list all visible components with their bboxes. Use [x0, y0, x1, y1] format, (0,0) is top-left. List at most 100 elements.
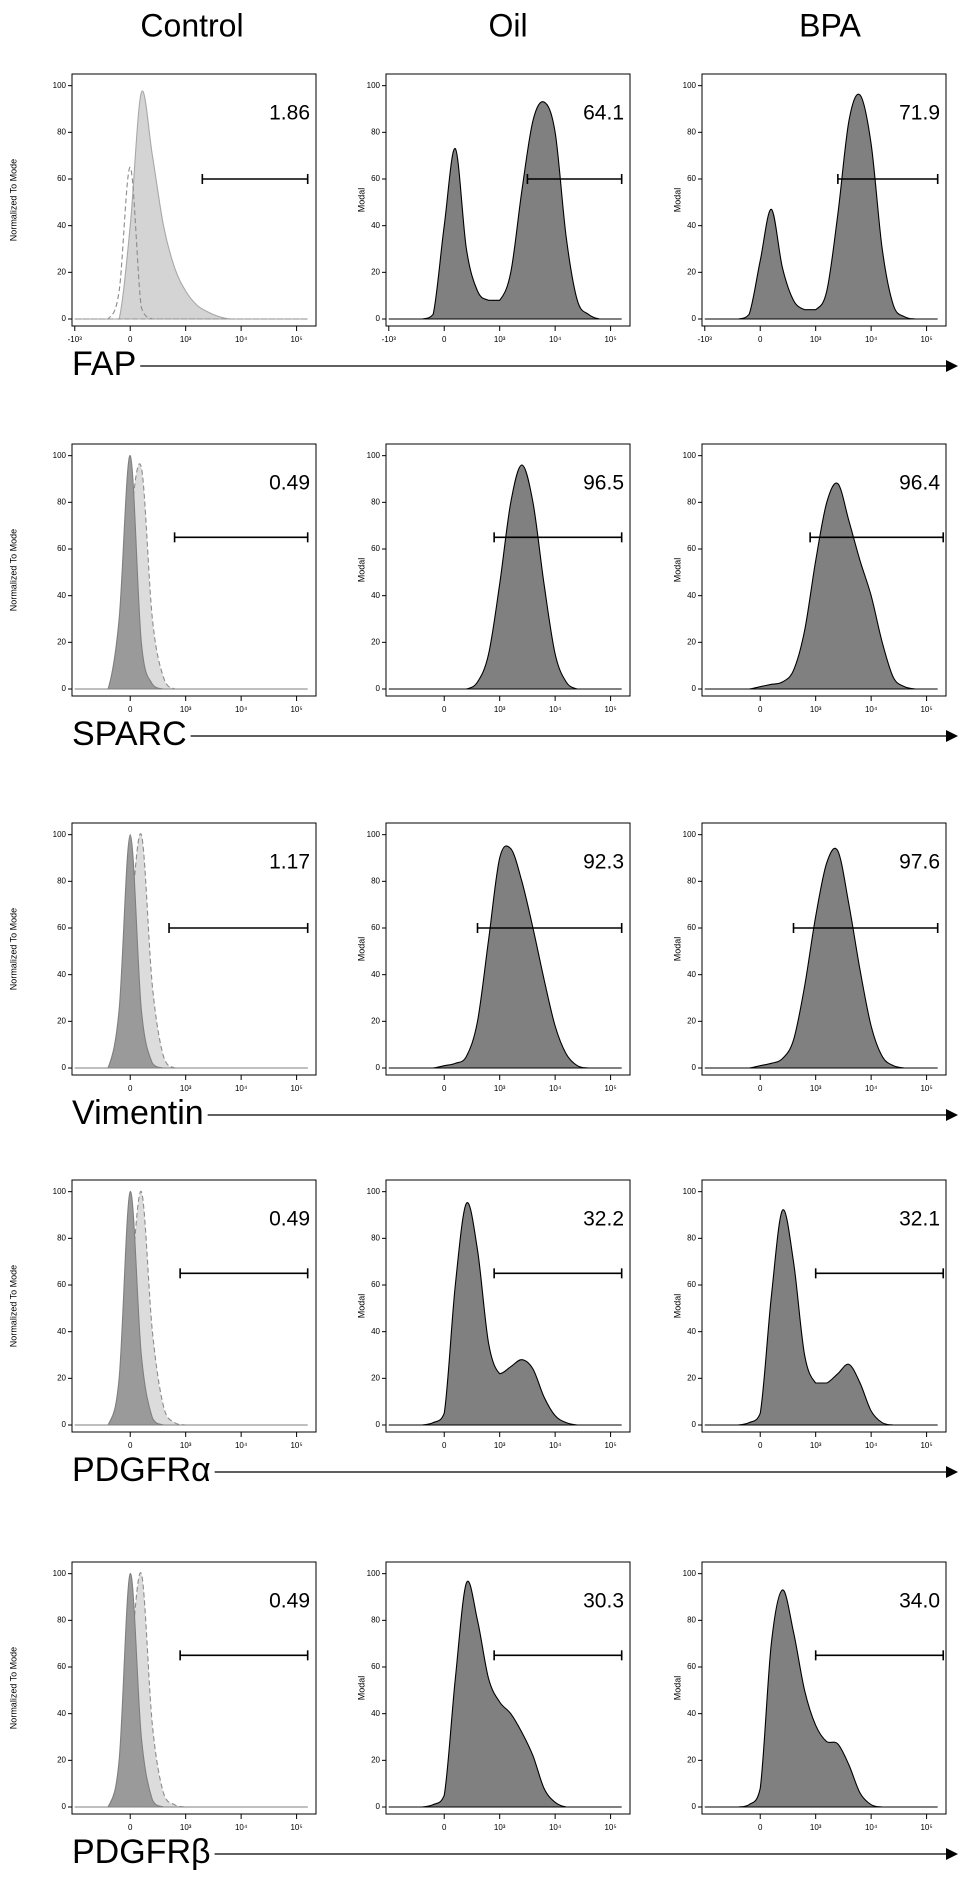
y-tick-label: 20 [57, 1755, 66, 1764]
x-tick-label: 10⁴ [865, 1441, 878, 1450]
y-tick-label: 60 [371, 174, 380, 183]
y-tick-label: 20 [371, 1016, 380, 1025]
y-tick-label: 60 [687, 544, 696, 553]
histogram [74, 463, 308, 690]
y-tick-label: 20 [57, 267, 66, 276]
histogram [388, 1202, 622, 1426]
panel: 0 20 40 60 80 100 -10³ 0 10³ 10⁴ 10⁵ Modal 64.1 [356, 73, 631, 344]
x-tick-label: 0 [442, 335, 447, 344]
y-tick-label: 0 [692, 1802, 697, 1811]
x-tick-label: 0 [128, 1084, 133, 1093]
y-tick-label: 40 [57, 1327, 66, 1336]
y-axis-label: Modal [356, 558, 366, 583]
arrow-head [946, 360, 958, 372]
x-tick-label: 0 [758, 1823, 763, 1832]
x-tick-label: 10⁴ [235, 1823, 248, 1832]
x-tick-label: 10⁵ [920, 335, 932, 344]
y-tick-label: 60 [57, 174, 66, 183]
x-tick-label: 0 [758, 1084, 763, 1093]
y-axis-label: Normalized To Mode [8, 1265, 18, 1347]
y-tick-label: 100 [367, 451, 381, 460]
panel: 0 20 40 60 80 100 0 10³ 10⁴ 10⁵ Modal 32.2 [356, 1179, 631, 1450]
x-tick-label: 0 [758, 705, 763, 714]
y-tick-label: 60 [687, 1662, 696, 1671]
x-tick-label: 10³ [180, 1084, 192, 1093]
x-tick-label: 10⁵ [920, 1823, 932, 1832]
y-tick-label: 40 [57, 970, 66, 979]
x-tick-label: 10⁵ [920, 705, 932, 714]
y-tick-label: 60 [687, 923, 696, 932]
histogram [74, 1573, 308, 1808]
plot-frame [385, 822, 631, 1076]
gate-percent: 96.5 [583, 472, 624, 495]
y-tick-label: 40 [371, 1709, 380, 1718]
gate-percent: 1.86 [269, 102, 310, 125]
plot-frame [385, 73, 631, 327]
y-tick-label: 100 [53, 830, 67, 839]
histogram [388, 464, 622, 690]
y-tick-label: 80 [687, 1233, 696, 1242]
y-axis-label: Modal [356, 937, 366, 962]
y-tick-label: 40 [371, 970, 380, 979]
histogram [74, 455, 308, 690]
x-tick-label: 10⁵ [920, 1084, 932, 1093]
x-tick-label: 10⁴ [549, 1823, 562, 1832]
gate-percent: 71.9 [899, 102, 940, 125]
x-tick-label: 10⁴ [865, 335, 878, 344]
x-tick-label: -10³ [698, 335, 713, 344]
x-tick-label: 10⁵ [290, 335, 302, 344]
gate-percent: 64.1 [583, 102, 624, 125]
y-tick-label: 80 [371, 1233, 380, 1242]
y-tick-label: 60 [57, 544, 66, 553]
x-tick-label: 10⁵ [290, 705, 302, 714]
y-tick-label: 100 [53, 81, 67, 90]
y-tick-label: 0 [692, 1420, 697, 1429]
x-tick-label: 10³ [494, 335, 506, 344]
y-axis-label: Modal [356, 1676, 366, 1701]
y-tick-label: 0 [62, 1420, 67, 1429]
y-tick-label: 100 [683, 1569, 697, 1578]
y-tick-label: 40 [57, 1709, 66, 1718]
x-tick-label: 0 [128, 1823, 133, 1832]
y-tick-label: 100 [53, 1569, 67, 1578]
y-tick-label: 100 [683, 1187, 697, 1196]
y-tick-label: 0 [62, 684, 67, 693]
y-tick-label: 0 [692, 1063, 697, 1072]
y-tick-label: 20 [687, 637, 696, 646]
y-tick-label: 100 [367, 81, 381, 90]
x-tick-label: 10⁴ [235, 335, 248, 344]
x-tick-label: 0 [128, 705, 133, 714]
x-tick-label: 10⁵ [290, 1084, 302, 1093]
gate-percent: 0.49 [269, 472, 310, 495]
y-tick-label: 40 [687, 970, 696, 979]
x-tick-label: 10⁴ [549, 335, 562, 344]
x-tick-label: 10⁵ [290, 1823, 302, 1832]
x-tick-label: 10³ [180, 1823, 192, 1832]
y-tick-label: 80 [57, 876, 66, 885]
y-tick-label: 0 [376, 314, 381, 323]
gate-percent: 30.3 [583, 1590, 624, 1613]
y-tick-label: 80 [371, 1615, 380, 1624]
y-tick-label: 20 [687, 1016, 696, 1025]
x-tick-label: 10³ [810, 1441, 822, 1450]
x-tick-label: 10⁴ [549, 1441, 562, 1450]
x-tick-label: 10⁵ [604, 1823, 616, 1832]
panel: 0 20 40 60 80 100 -10³ 0 10³ 10⁴ 10⁵ Normalized To … [8, 73, 317, 344]
x-tick-label: 10⁴ [235, 705, 248, 714]
x-tick-label: 10³ [494, 1084, 506, 1093]
panel: 0 20 40 60 80 100 0 10³ 10⁴ 10⁵ Normalized To Mode… [8, 443, 317, 714]
y-tick-label: 20 [371, 1755, 380, 1764]
plot-frame [385, 1561, 631, 1815]
plot-frame [701, 1561, 947, 1815]
y-tick-label: 60 [687, 174, 696, 183]
y-tick-label: 40 [687, 1327, 696, 1336]
y-tick-label: 40 [687, 1709, 696, 1718]
y-tick-label: 80 [371, 127, 380, 136]
y-tick-label: 20 [57, 637, 66, 646]
histogram [74, 90, 308, 320]
gate-percent: 32.2 [583, 1208, 624, 1231]
column-header: Oil [488, 7, 527, 43]
panel: 0 20 40 60 80 100 0 10³ 10⁴ 10⁵ Modal 96.4 [672, 443, 947, 714]
y-tick-label: 20 [687, 1373, 696, 1382]
y-tick-label: 40 [57, 591, 66, 600]
